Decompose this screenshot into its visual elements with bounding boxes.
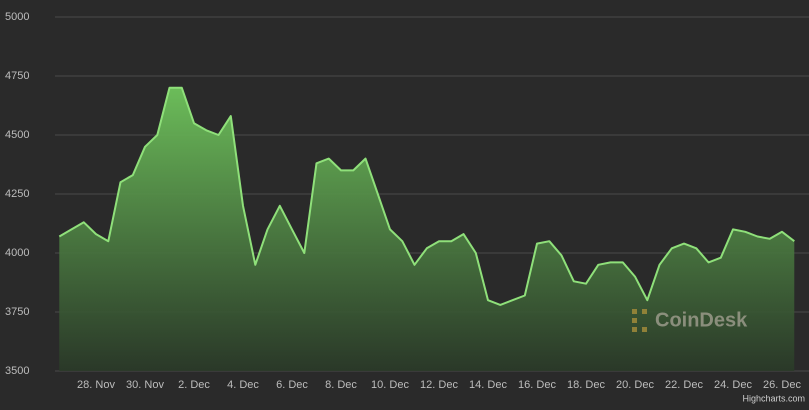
watermark-text: CoinDesk <box>655 309 748 331</box>
x-tick-label: 18. Dec <box>567 379 605 391</box>
y-tick-label: 4250 <box>5 188 29 200</box>
line <box>58 86 795 306</box>
x-tick-label: 10. Dec <box>371 379 409 391</box>
y-tick-label: 4000 <box>5 247 29 259</box>
y-tick-label: 5000 <box>5 11 29 23</box>
plot <box>58 86 795 372</box>
x-tick-label: 16. Dec <box>518 379 556 391</box>
x-tick-label: 14. Dec <box>469 379 507 391</box>
x-tick-label: 30. Nov <box>126 379 164 391</box>
y-tick-label: 3750 <box>5 306 29 318</box>
x-tick-label: 8. Dec <box>325 379 357 391</box>
x-tick-label: 22. Dec <box>665 379 703 391</box>
x-tick-label: 12. Dec <box>420 379 458 391</box>
x-tick-label: 28. Nov <box>77 379 115 391</box>
x-tick-label: 20. Dec <box>616 379 654 391</box>
area <box>59 87 795 372</box>
x-tick-label: 4. Dec <box>227 379 259 391</box>
x-tick-label: 26. Dec <box>763 379 801 391</box>
x-tick-label: 2. Dec <box>178 379 210 391</box>
y-tick-label: 4750 <box>5 70 29 82</box>
x-tick-label: 24. Dec <box>714 379 752 391</box>
x-tick-label: 6. Dec <box>276 379 308 391</box>
credit: Highcharts.com <box>742 393 805 403</box>
watermark: CoinDesk <box>632 309 748 332</box>
y-tick-label: 4500 <box>5 129 29 141</box>
y-tick-label: 3500 <box>5 365 29 377</box>
